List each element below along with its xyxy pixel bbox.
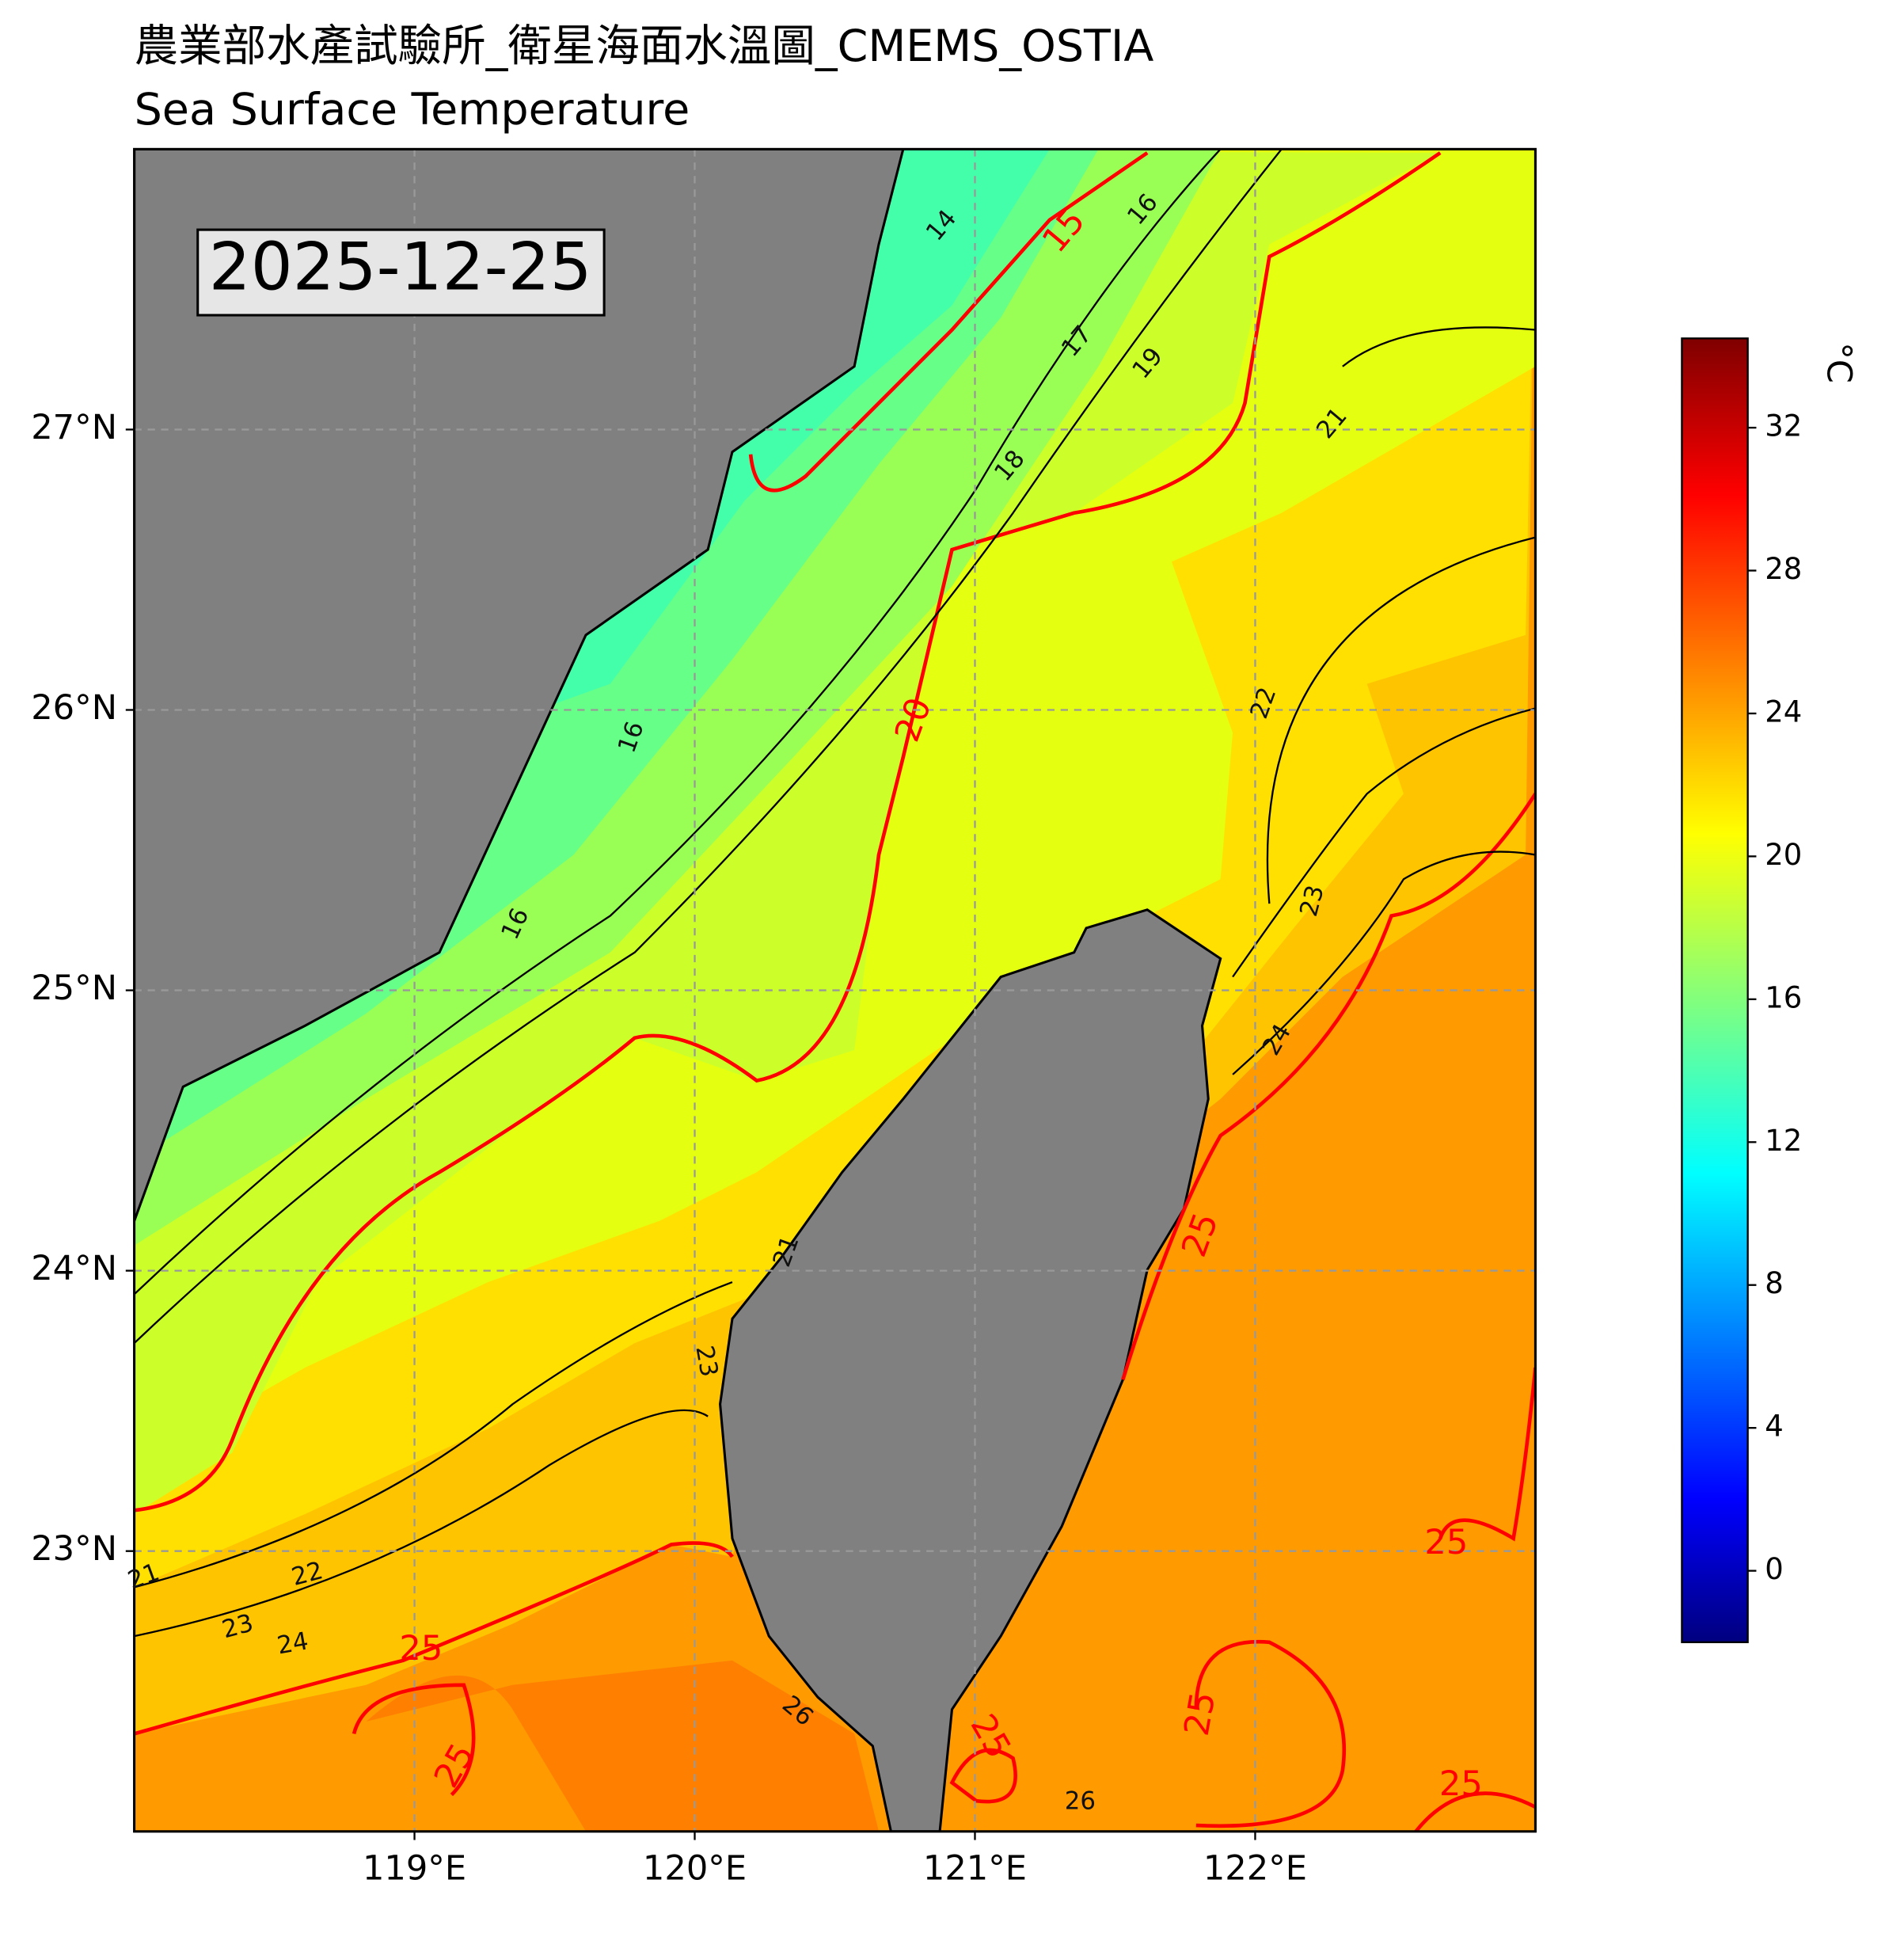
x-tick-label: 120°E	[643, 1849, 747, 1889]
contour-label: 25	[1177, 1689, 1224, 1739]
title: 農業部水產試驗所_衛星海面水溫圖_CMEMS_OSTIA	[135, 21, 1154, 72]
y-tick-label: 26°N	[31, 688, 117, 728]
contour-label: 23	[690, 1344, 723, 1379]
x-tick-label: 122°E	[1203, 1849, 1307, 1889]
x-tick-label: 121°E	[923, 1849, 1027, 1889]
y-tick-label: 27°N	[31, 408, 117, 447]
subtitle: Sea Surface Temperature	[135, 84, 690, 135]
colorbar-label: °C	[1819, 342, 1859, 383]
contour-label: 25	[1439, 1764, 1483, 1804]
colorbar-tick-label: 32	[1765, 409, 1802, 443]
colorbar-tick-label: 16	[1765, 980, 1802, 1014]
contour-label: 25	[399, 1629, 443, 1669]
y-tick-label: 23°N	[31, 1529, 117, 1569]
contour-label: 26	[1065, 1787, 1096, 1815]
y-tick-label: 25°N	[31, 968, 117, 1008]
colorbar	[1681, 337, 1749, 1643]
colorbar-tick-label: 20	[1765, 838, 1802, 872]
date-label: 2025-12-25	[209, 228, 592, 305]
contour-label: 25	[1424, 1523, 1468, 1562]
contour-label: 24	[275, 1627, 310, 1660]
colorbar-tick-label: 8	[1765, 1266, 1784, 1300]
y-tick-label: 24°N	[31, 1249, 117, 1288]
x-tick-label: 119°E	[363, 1849, 466, 1889]
colorbar-tick-label: 4	[1765, 1410, 1784, 1444]
colorbar-tick-label: 0	[1765, 1552, 1784, 1586]
date-box	[196, 228, 606, 317]
sst-field	[134, 149, 1536, 1832]
colorbar-tick-label: 24	[1765, 694, 1802, 729]
colorbar-tick-label: 28	[1765, 552, 1802, 586]
colorbar-tick-label: 12	[1765, 1124, 1802, 1158]
